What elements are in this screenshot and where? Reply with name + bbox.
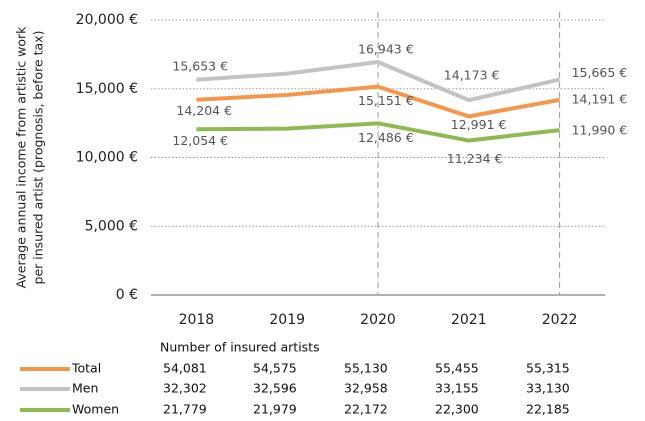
table-cell: 21,979 (253, 402, 297, 417)
table-cell: 21,779 (163, 402, 207, 417)
table-cell: 22,172 (344, 402, 388, 417)
y-tick-label: 0 € (116, 287, 138, 303)
x-tick-label: 2019 (269, 312, 305, 328)
legend-label: Total (71, 361, 101, 376)
legend-label: Men (72, 381, 98, 396)
table-cell: 33,130 (526, 381, 570, 396)
value-label: 15,151 € (358, 93, 414, 108)
y-tick-label: 20,000 € (76, 12, 138, 28)
y-tick-label: 5,000 € (85, 218, 138, 234)
table-cell: 22,185 (526, 402, 570, 417)
table-cell: 55,315 (526, 361, 570, 376)
value-label: 15,653 € (172, 58, 228, 73)
x-tick-label: 2018 (179, 312, 215, 328)
table-cell: 33,155 (435, 381, 479, 396)
table-cell: 32,596 (253, 381, 297, 396)
table-cell: 32,302 (163, 381, 207, 396)
value-label: 14,173 € (444, 68, 500, 83)
series-line (196, 121, 560, 143)
x-tick-label: 2022 (542, 312, 578, 328)
y-axis-label: Average annual income from artistic work (14, 26, 29, 289)
value-label: 11,990 € (572, 123, 628, 138)
value-label: 16,943 € (358, 42, 414, 57)
value-label: 14,191 € (572, 91, 628, 106)
x-tick-label: 2020 (360, 312, 396, 328)
series-line (196, 60, 561, 103)
table-cell: 54,081 (163, 361, 207, 376)
value-label: 11,234 € (447, 151, 503, 166)
value-label: 15,665 € (572, 65, 628, 80)
y-axis-label: per insured artist (prognosis, before ta… (31, 31, 46, 285)
table-cell: 54,575 (253, 361, 297, 376)
series-line (196, 84, 560, 119)
legend-label: Women (72, 402, 119, 417)
value-label: 14,204 € (176, 103, 232, 118)
table-cell: 22,300 (435, 402, 479, 417)
y-tick-label: 10,000 € (76, 150, 138, 166)
value-label: 12,991 € (451, 117, 507, 132)
table-cell: 55,455 (435, 361, 479, 376)
table-cell: 32,958 (344, 381, 388, 396)
x-tick-label: 2021 (451, 312, 487, 328)
value-label: 12,054 € (172, 133, 228, 148)
value-label: 12,486 € (358, 130, 414, 145)
table-title: Number of insured artists (160, 340, 320, 355)
table-cell: 55,130 (344, 361, 388, 376)
y-tick-label: 15,000 € (76, 81, 138, 97)
